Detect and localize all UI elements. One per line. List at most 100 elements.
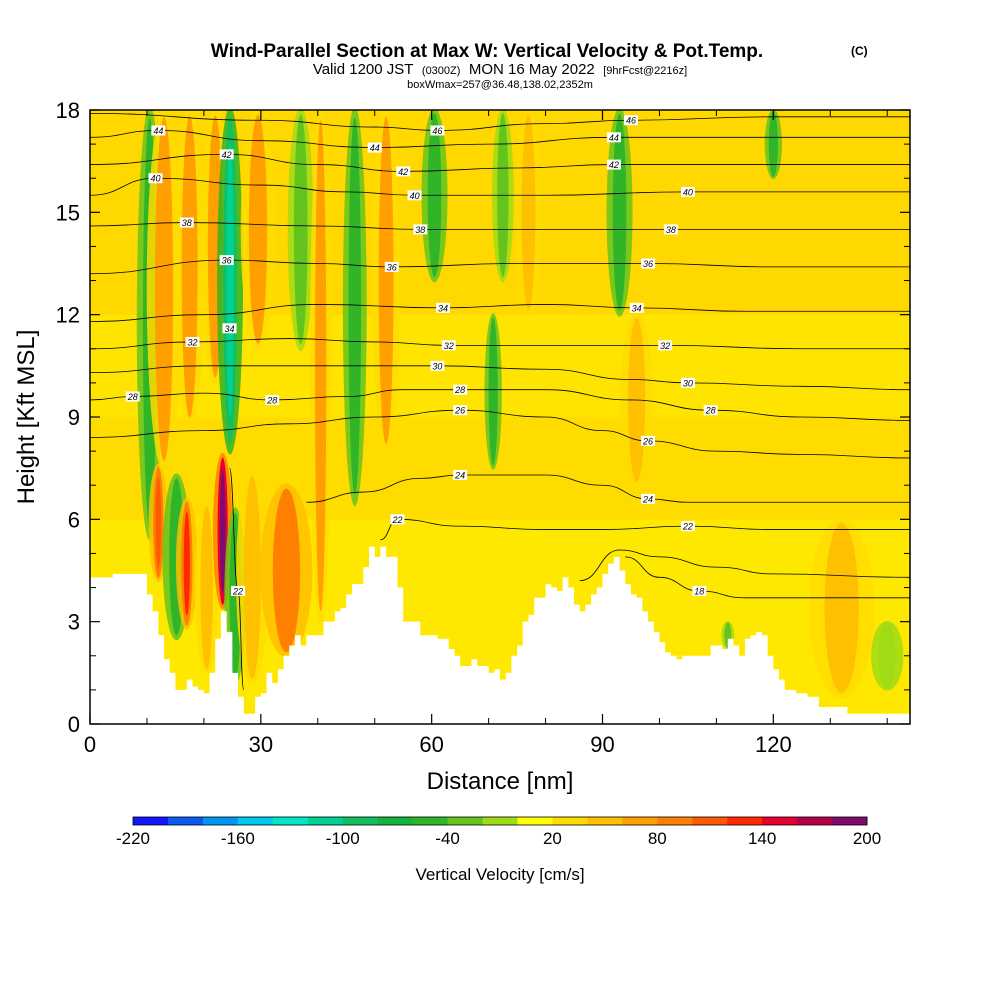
isentrope-label-bg — [680, 521, 695, 532]
colorbar-tick-label: 140 — [748, 829, 776, 848]
velocity-cell — [612, 114, 627, 311]
isentrope-label: 36 — [643, 259, 653, 269]
isentrope-label-bg — [606, 159, 621, 170]
isentrope-label: 32 — [444, 341, 454, 351]
isentrope-label-bg — [680, 186, 695, 197]
isentrope-label: 26 — [454, 406, 465, 416]
velocity-cell — [200, 505, 213, 670]
colorbar-swatch — [657, 817, 693, 825]
isentrope-label: 34 — [632, 303, 642, 313]
isentrope-label-bg — [430, 125, 445, 136]
isentrope-label-bg — [692, 585, 707, 596]
isentrope-label-bg — [641, 435, 656, 446]
isentrope-label-bg — [453, 384, 468, 395]
colorbar-tick-label: -40 — [435, 829, 460, 848]
isentrope-label-bg — [151, 125, 166, 136]
isentrope-label: 18 — [694, 586, 704, 596]
isentrope-label-bg — [441, 340, 456, 351]
isentrope-label: 38 — [182, 218, 192, 228]
isentrope-label-bg — [453, 469, 468, 480]
isentrope-label-bg — [384, 261, 399, 272]
isentrope-line — [90, 222, 910, 230]
isentrope-label: 32 — [660, 341, 670, 351]
chart-box-info: boxWmax=257@36.48,138.02,2352m — [407, 79, 593, 91]
velocity-cell — [878, 623, 896, 689]
velocity-cell — [272, 488, 301, 653]
colorbar-swatch — [692, 817, 728, 825]
isentrope-label-bg — [367, 142, 382, 153]
colorbar-tick-label: -100 — [326, 829, 360, 848]
terrain-mask — [90, 546, 910, 724]
y-tick-label: 18 — [56, 98, 80, 123]
isentrope-label: 28 — [705, 406, 716, 416]
isentrope-label-bg — [185, 336, 200, 347]
colorbar-swatch — [587, 817, 623, 825]
y-tick-label: 12 — [56, 303, 80, 328]
colorbar-frame — [132, 816, 868, 826]
colorbar-swatch — [237, 817, 274, 825]
velocity-cell — [181, 116, 198, 418]
isentrope-label: 34 — [438, 303, 448, 313]
isentrope-label: 46 — [626, 116, 636, 126]
isentrope-label-bg — [390, 514, 405, 525]
isentrope-label-bg — [703, 405, 718, 416]
isentrope-label-bg — [629, 302, 644, 313]
colorbar-swatch — [377, 817, 414, 825]
isentrope-label: 24 — [642, 494, 653, 504]
y-tick-label: 6 — [68, 507, 80, 532]
isentrope-label: 22 — [682, 522, 693, 532]
colorbar-tick-label: 20 — [543, 829, 562, 848]
isentrope-line — [306, 474, 910, 503]
isentrope-label: 44 — [153, 126, 163, 136]
isentrope-label: 26 — [642, 436, 653, 446]
isentrope-label: 22 — [391, 515, 402, 525]
isentrope-line — [90, 365, 910, 391]
isentrope-label: 28 — [266, 395, 277, 405]
y-tick-label: 9 — [68, 405, 80, 430]
isentrope-label-bg — [413, 224, 428, 235]
isentrope-label: 32 — [187, 337, 197, 347]
isentrope-label-bg — [179, 217, 194, 228]
x-axis-title: Distance [nm] — [427, 768, 574, 795]
colorbar-swatch — [797, 817, 833, 825]
y-tick-label: 0 — [68, 712, 80, 737]
velocity-cell — [248, 114, 268, 345]
isentrope-label-bg — [623, 115, 638, 126]
isentrope-label: 40 — [683, 187, 693, 197]
isentrope-label: 22 — [232, 586, 243, 596]
velocity-cell-core — [226, 144, 234, 418]
isentrope-label: 34 — [225, 324, 235, 334]
isentrope-label: 42 — [222, 150, 232, 160]
velocity-cell — [521, 114, 536, 311]
colorbar-swatch — [167, 817, 204, 825]
x-tick-label: 90 — [590, 732, 614, 757]
isentrope-label: 40 — [150, 174, 160, 184]
velocity-cell — [378, 116, 394, 445]
y-tick-label: 15 — [56, 200, 80, 225]
isentrope-line — [90, 130, 910, 148]
colorbar-swatch — [202, 817, 239, 825]
isentrope-label-bg — [430, 360, 445, 371]
subtitle-valid: Valid 1200 JST — [313, 61, 414, 78]
isentrope-label: 42 — [398, 167, 408, 177]
colorbar-swatch — [762, 817, 798, 825]
isentrope-label-bg — [606, 132, 621, 143]
isentrope-label-bg — [641, 258, 656, 269]
isentrope-label: 24 — [454, 470, 465, 480]
isentrope-label-bg — [680, 377, 695, 388]
velocity-cell — [348, 117, 362, 495]
isentrope-label: 38 — [666, 225, 676, 235]
terrain — [90, 546, 910, 724]
isentrope-label-bg — [148, 173, 163, 184]
subtitle-date: MON 16 May 2022 — [469, 61, 595, 78]
isentrope-label: 30 — [432, 361, 442, 371]
colorbar-swatch — [727, 817, 763, 825]
isentrope-label: 36 — [222, 256, 232, 266]
velocity-cell — [768, 111, 778, 177]
isentrope-line — [625, 556, 910, 599]
x-tick-label: 0 — [84, 732, 96, 757]
subtitle-utc: (0300Z) — [422, 65, 461, 77]
